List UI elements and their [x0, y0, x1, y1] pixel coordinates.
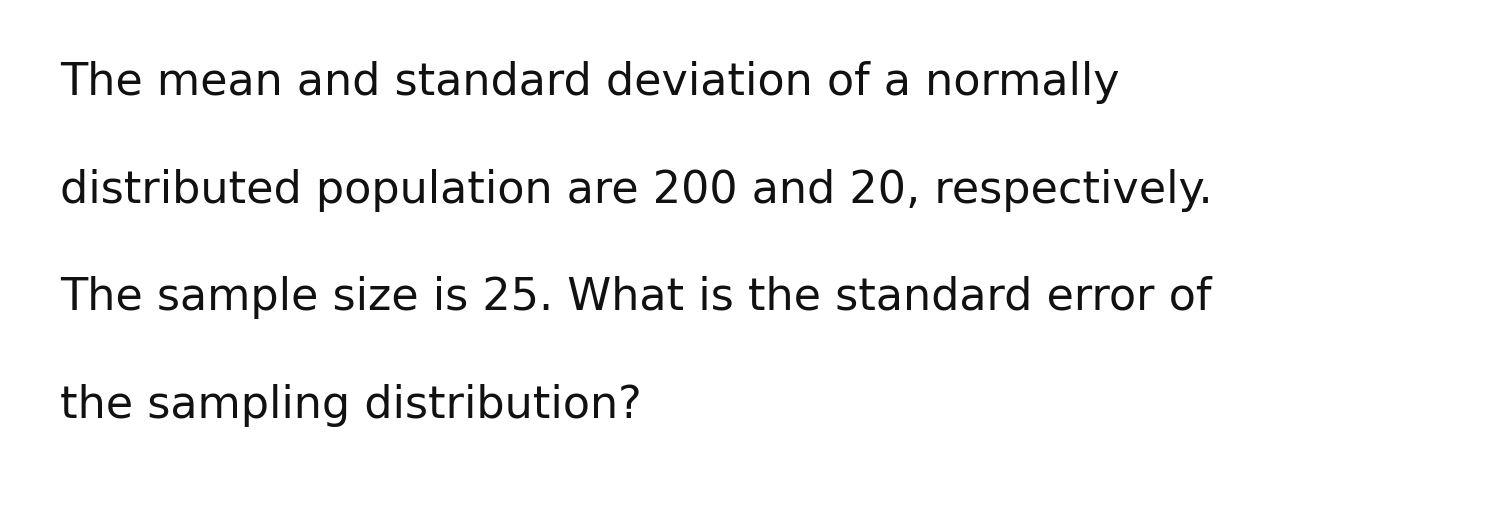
Text: the sampling distribution?: the sampling distribution? [60, 384, 642, 427]
Text: The mean and standard deviation of a normally: The mean and standard deviation of a nor… [60, 61, 1119, 104]
Text: The sample size is 25. What is the standard error of: The sample size is 25. What is the stand… [60, 276, 1212, 319]
Text: distributed population are 200 and 20, respectively.: distributed population are 200 and 20, r… [60, 169, 1212, 212]
